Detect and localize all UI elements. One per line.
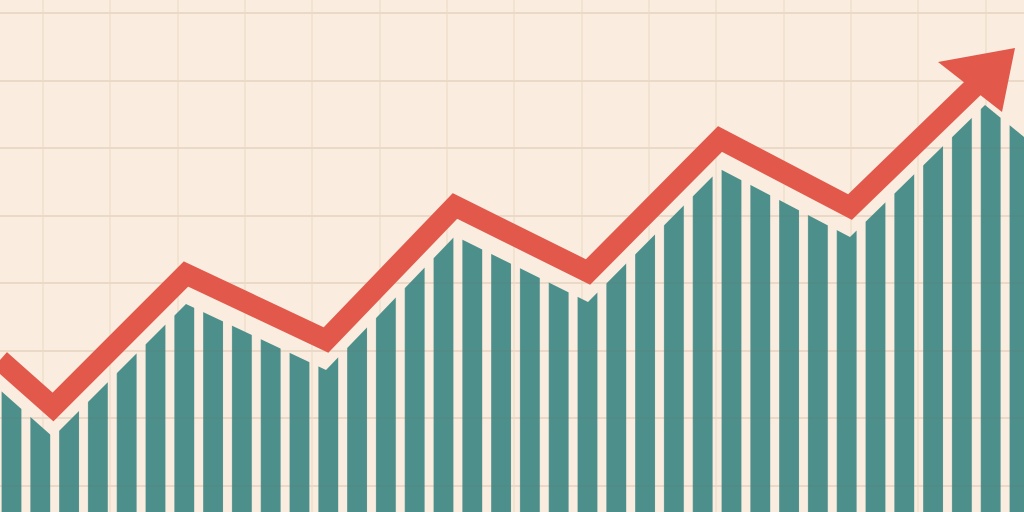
- bar-columns: [0, 105, 1024, 512]
- trend-line: [0, 78, 983, 422]
- grid-overlay: [0, 12, 1024, 487]
- arrow-head-icon: [938, 48, 1015, 112]
